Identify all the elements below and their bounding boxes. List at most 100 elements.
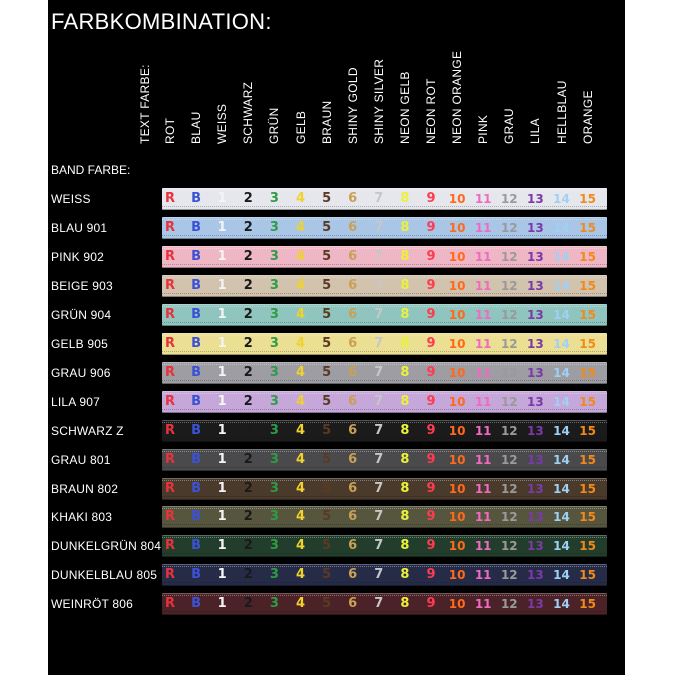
- ribbon-glyph: 7: [374, 393, 384, 409]
- ribbon-glyph: 15: [579, 510, 596, 525]
- band-ribbon: R B 1 2 3 4 5 6 7 8 9 10 11 12 13 14 15: [162, 188, 607, 210]
- ribbon-glyph: 7: [374, 335, 384, 351]
- ribbon-glyph: 1: [217, 248, 227, 264]
- band-label: DUNKELGRÜN 804: [51, 539, 162, 554]
- text-color-name: NEON GELB: [397, 71, 412, 144]
- ribbon-glyph: 2: [243, 219, 253, 235]
- ribbon-glyph: 4: [295, 538, 306, 554]
- ribbon-glyph: 5: [322, 596, 332, 612]
- ribbon-glyph: 14: [553, 278, 570, 293]
- ribbon-glyph: R: [164, 538, 175, 554]
- ribbon-glyph: 13: [527, 336, 544, 351]
- ribbon-glyph: 9: [426, 248, 436, 264]
- ribbon-glyph: 3: [269, 364, 279, 380]
- ribbon-glyph: 9: [426, 422, 436, 438]
- ribbon-glyph: 1: [217, 335, 227, 351]
- text-color-header: LILA: [524, 18, 546, 158]
- text-color-name: SCHWARZ: [241, 81, 256, 144]
- ribbon-glyph: 10: [448, 597, 466, 612]
- ribbon-glyph: 15: [579, 249, 596, 264]
- ribbon-glyph: 15: [579, 278, 596, 293]
- ribbon-glyph: 13: [527, 307, 544, 322]
- ribbon-glyph: 7: [374, 277, 384, 293]
- ribbon-glyph: 10: [448, 220, 466, 235]
- ribbon-glyph: B: [191, 248, 202, 264]
- ribbon-glyph: 3: [269, 248, 279, 264]
- ribbon-glyph: 1: [217, 451, 227, 467]
- ribbon-glyph: 10: [448, 568, 466, 583]
- ribbon-glyph: 12: [500, 394, 518, 409]
- ribbon-glyph: 11: [474, 249, 492, 264]
- ribbon-glyph: 12: [500, 597, 518, 612]
- ribbon-glyph: 8: [400, 509, 410, 525]
- ribbon-glyph: 8: [400, 480, 410, 496]
- ribbon-glyph: 6: [348, 306, 358, 322]
- ribbon-glyph: 8: [400, 248, 410, 264]
- ribbon-glyph: 1: [217, 219, 227, 235]
- ribbon-glyph: 3: [269, 335, 279, 351]
- band-label: BEIGE 903: [51, 278, 113, 293]
- ribbon-glyph: 13: [527, 452, 544, 467]
- ribbon-glyph: 13: [527, 539, 544, 554]
- text-color-name: ROT: [163, 117, 177, 144]
- ribbon-glyph: 2: [243, 480, 253, 496]
- ribbon-glyph: 7: [374, 219, 384, 235]
- ribbon-glyph: 1: [217, 393, 227, 409]
- band-label: DUNKELBLAU 805: [51, 568, 158, 583]
- text-color-name: BRAUN: [319, 100, 334, 144]
- ribbon-glyph: 4: [295, 480, 306, 496]
- ribbon-glyph: 2: [243, 422, 253, 438]
- ribbon-glyph: R: [164, 451, 175, 467]
- ribbon-glyph: 5: [322, 191, 332, 206]
- ribbon-glyph: 11: [474, 539, 492, 554]
- ribbon-glyph: 7: [374, 567, 384, 583]
- ribbon-glyph: 6: [348, 451, 358, 467]
- text-color-name: GRÜN: [267, 107, 282, 144]
- ribbon-glyph: 6: [348, 248, 358, 264]
- text-color-header: SHINY GOLD: [342, 18, 364, 158]
- ribbon-glyph: 5: [322, 451, 332, 467]
- ribbon-glyph: 15: [579, 365, 596, 380]
- ribbon-glyph: 2: [243, 567, 253, 583]
- text-color-header: ORANGE: [577, 18, 599, 158]
- ribbon-glyph: 7: [374, 364, 384, 380]
- ribbon-glyph: 3: [269, 509, 279, 525]
- text-color-name: GELB: [293, 110, 308, 144]
- ribbon-glyph: 8: [400, 277, 410, 293]
- band-ribbon: R B 1 2 3 4 5 6 7 8 9 10 11 12 13 14 15: [162, 419, 607, 442]
- ribbon-glyph: 10: [448, 278, 466, 293]
- ribbon-glyph: 7: [374, 596, 384, 612]
- ribbon-glyph: 5: [322, 393, 332, 409]
- ribbon-glyph: 9: [426, 219, 436, 235]
- ribbon-glyph: 5: [322, 248, 332, 264]
- text-color-name: BLAU: [189, 111, 204, 144]
- ribbon-glyph: 8: [400, 596, 410, 612]
- ribbon-glyph: 11: [474, 597, 492, 612]
- ribbon-glyph: 1: [217, 509, 227, 525]
- text-color-name: LILA: [528, 118, 543, 144]
- text-color-header: BLAU: [185, 18, 207, 158]
- ribbon-glyph: 4: [295, 393, 306, 409]
- ribbon-glyph: 2: [243, 306, 253, 322]
- text-color-header: NEON GELB: [394, 18, 416, 158]
- ribbon-glyph: R: [164, 393, 175, 409]
- band-ribbon: R B 1 2 3 4 5 6 7 8 9 10 11 12 13 14 15: [162, 332, 607, 355]
- ribbon-glyph: 10: [448, 365, 466, 380]
- ribbon-glyph: 7: [374, 422, 384, 438]
- ribbon-glyph: 4: [295, 335, 306, 351]
- ribbon-glyph: 12: [500, 452, 518, 467]
- ribbon-glyph: 15: [579, 192, 596, 206]
- ribbon-glyph: 3: [269, 567, 279, 583]
- band-label: BRAUN 802: [51, 481, 119, 496]
- ribbon-glyph: 7: [374, 509, 384, 525]
- ribbon-glyph: 10: [448, 539, 466, 554]
- ribbon-glyph: 10: [448, 481, 466, 496]
- ribbon-glyph: 6: [348, 191, 358, 206]
- ribbon-glyph: 6: [348, 596, 358, 612]
- ribbon-glyph: R: [164, 306, 175, 322]
- ribbon-glyph: 13: [527, 220, 544, 235]
- ribbon-glyph: 2: [243, 538, 253, 554]
- ribbon-glyph: 9: [426, 451, 436, 467]
- ribbon-glyph: 11: [474, 394, 492, 409]
- ribbon-glyph: 1: [217, 306, 227, 322]
